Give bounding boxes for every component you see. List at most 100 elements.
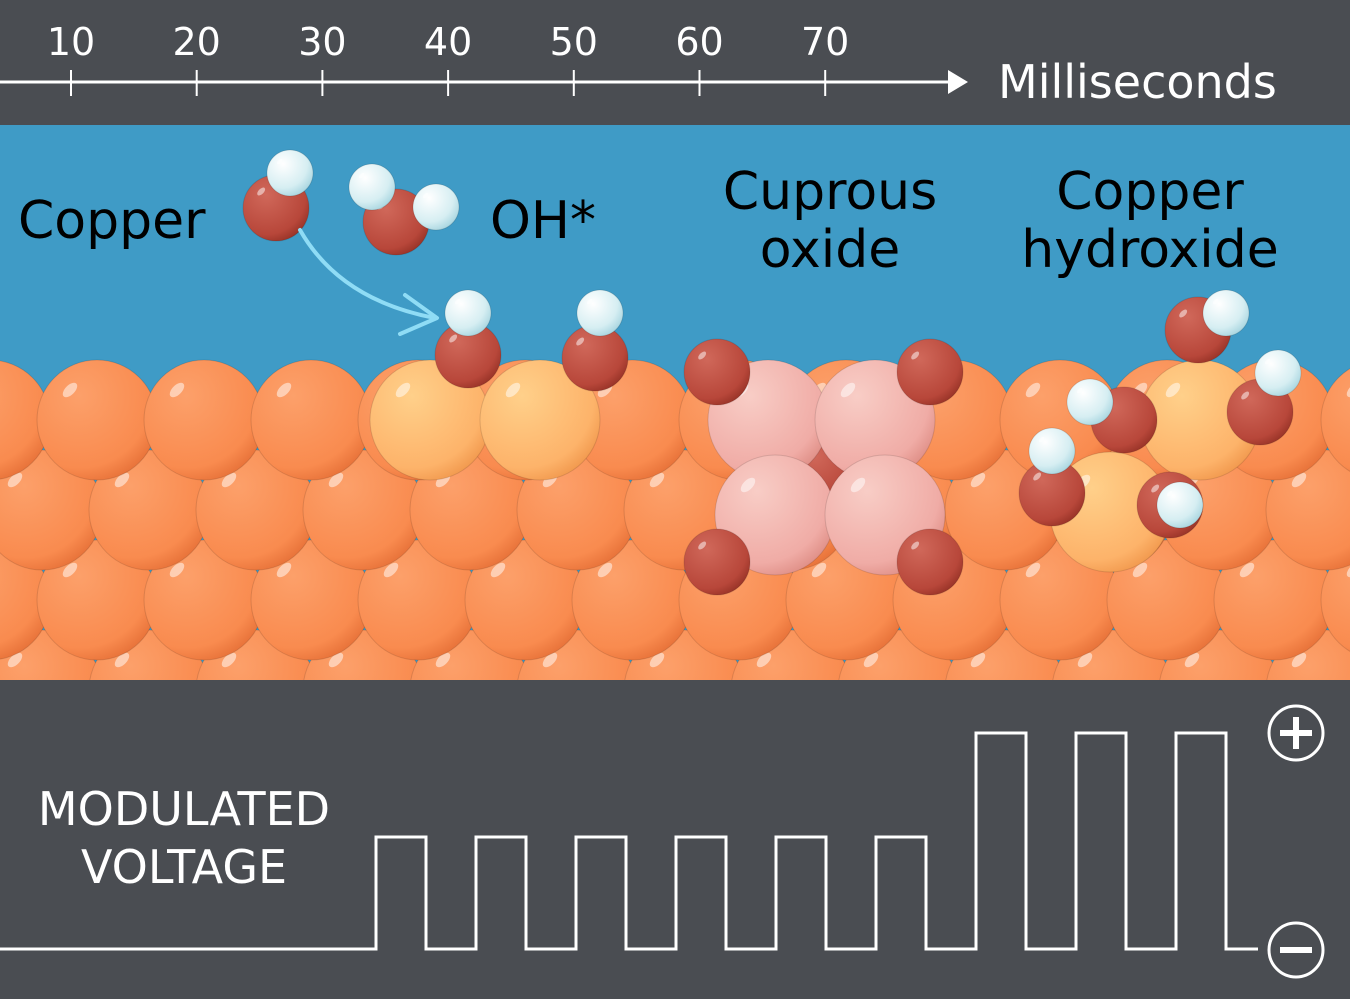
label-oh: OH* (490, 191, 597, 251)
label-line: Cuprous (722, 162, 938, 222)
highlight (1025, 382, 1041, 398)
arrowhead-icon (398, 293, 439, 336)
axis-tick-label: 30 (298, 20, 347, 64)
label-line: MODULATED (37, 782, 331, 836)
highlight (1165, 382, 1181, 398)
highlight (698, 541, 707, 550)
plus-icon (1267, 704, 1325, 762)
highlight (1291, 652, 1307, 668)
axis-tick-label: 20 (172, 20, 221, 64)
highlight (863, 652, 879, 668)
hydrogen-atom (348, 163, 396, 211)
highlight (276, 562, 292, 578)
hydrogen-atom (1028, 427, 1076, 475)
hydrogen-atom (266, 149, 314, 197)
axis-arrowhead-icon (948, 70, 968, 94)
axis-tick-label: 70 (801, 20, 850, 64)
highlight (1179, 309, 1188, 318)
highlight (1241, 391, 1250, 400)
highlight (1033, 472, 1042, 481)
hydrogen-atom (1254, 349, 1302, 397)
highlight (449, 334, 458, 343)
copper-atom (250, 359, 372, 481)
highlight (542, 652, 558, 668)
oxygen-atom (683, 338, 751, 406)
highlight (358, 172, 365, 179)
highlight (1038, 436, 1045, 443)
axis-tick-label: 60 (675, 20, 724, 64)
highlight (62, 562, 78, 578)
highlight (850, 477, 866, 493)
hydrogen-atom (412, 183, 460, 231)
copper-atom (143, 359, 265, 481)
hydrogen-atom (1156, 481, 1204, 529)
highlight (454, 298, 461, 305)
axis-tick-label: 50 (549, 20, 598, 64)
highlight (490, 562, 506, 578)
highlight (276, 382, 292, 398)
oxygen-atom (896, 528, 964, 596)
highlight (597, 562, 613, 578)
highlight (970, 472, 986, 488)
copper-atom (36, 359, 158, 481)
highlight (7, 652, 23, 668)
hydrogen-atom (576, 289, 624, 337)
highlight (1132, 562, 1148, 578)
copper-atom (1266, 629, 1350, 680)
highlight (911, 541, 920, 550)
oxygen-atom (683, 528, 751, 596)
label-line: oxide (759, 220, 901, 280)
highlight (1077, 652, 1093, 668)
hydrogen-atom (1202, 289, 1250, 337)
highlight (576, 337, 585, 346)
highlight (1076, 387, 1083, 394)
voltage-waveform (0, 731, 1258, 951)
label-cuprous-oxide: Cuprous oxide (720, 163, 940, 279)
highlight (1151, 484, 1160, 493)
copper-atom (1320, 368, 1350, 472)
highlight (328, 652, 344, 668)
hydrogen-atom (1066, 378, 1114, 426)
label-copper-hydroxide: Copper hydroxide (1020, 163, 1280, 279)
highlight (114, 652, 130, 668)
minus-icon (1267, 921, 1325, 979)
highlight (1291, 472, 1307, 488)
copper-atom (1265, 449, 1350, 571)
highlight (62, 382, 78, 398)
highlight (811, 562, 827, 578)
highlight (395, 382, 411, 398)
highlight (840, 382, 856, 398)
highlight (1025, 562, 1041, 578)
highlight (257, 187, 266, 196)
label-copper: Copper (18, 191, 206, 251)
highlight (435, 652, 451, 668)
label-line: VOLTAGE (80, 840, 288, 894)
highlight (698, 351, 707, 360)
highlight (586, 298, 593, 305)
highlight (114, 472, 130, 488)
copper-atom (1320, 548, 1350, 652)
highlight (505, 382, 521, 398)
highlight (169, 382, 185, 398)
highlight (1184, 652, 1200, 668)
label-line: Copper (1056, 162, 1244, 222)
highlight (970, 652, 986, 668)
highlight (1264, 358, 1271, 365)
highlight (7, 472, 23, 488)
axis-unit-label: Milliseconds (998, 55, 1277, 109)
highlight (221, 652, 237, 668)
plus-icon-glyph (1280, 717, 1312, 749)
highlight (649, 472, 665, 488)
highlight (1212, 298, 1219, 305)
highlight (422, 192, 429, 199)
oxygen-atom (896, 338, 964, 406)
voltage-label: MODULATED VOLTAGE (34, 780, 334, 896)
highlight (1239, 562, 1255, 578)
highlight (328, 472, 344, 488)
axis-tick-label: 10 (46, 20, 96, 64)
highlight (756, 652, 772, 668)
highlight (221, 472, 237, 488)
hydrogen-atom (444, 289, 492, 337)
